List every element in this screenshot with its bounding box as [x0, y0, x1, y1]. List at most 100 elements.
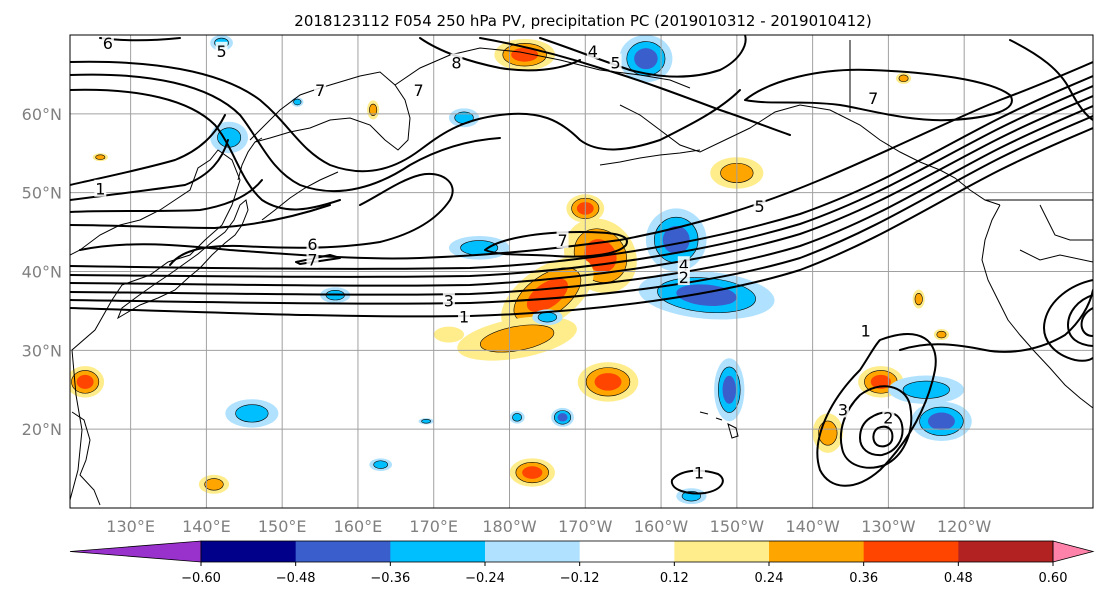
precip-pc-level	[634, 48, 658, 70]
colorbar-segment	[579, 541, 675, 562]
pv-contour-jet-2	[70, 115, 1093, 305]
contour-label-background	[306, 250, 319, 268]
colorbar-tick-label: −0.60	[181, 571, 221, 586]
precip-pc-level	[433, 326, 465, 343]
latitude-tick-labels: 20°N 30°N 40°N 50°N 60°N	[22, 105, 62, 439]
precip-pc-cell	[912, 289, 925, 309]
lat-lon-gridlines	[70, 35, 1093, 508]
precip-pc-level	[217, 127, 242, 148]
precip-pc-level	[722, 375, 737, 404]
pv-contour-label: 1	[95, 180, 105, 199]
contour-label-background	[836, 400, 849, 418]
colorbar-tick-label: 0.24	[755, 571, 784, 586]
precip-pc-cell	[92, 153, 108, 162]
contour-label-background	[867, 89, 880, 107]
precip-pc-level	[204, 478, 224, 491]
longitude-tick-label: 130°E	[106, 517, 155, 536]
precip-pc-level	[369, 103, 378, 117]
precip-pc-level	[76, 374, 94, 389]
pv-contour-east-cutoff-1	[1043, 279, 1093, 362]
precip-pc-level	[936, 330, 947, 339]
colorbar-segment	[674, 541, 770, 562]
pv-contour-small-tropical	[670, 469, 724, 495]
pv-contour-jet-7	[79, 61, 1093, 260]
pv-contour-label: 5	[611, 54, 621, 73]
pv-contour-cutoff-core	[872, 425, 894, 448]
latitude-tick-label: 30°N	[22, 341, 62, 360]
precip-pc-cell	[577, 362, 639, 402]
coastline-kamchatka	[249, 71, 411, 151]
pv-contour-label: 4	[588, 42, 598, 61]
precip-pc-cell	[367, 100, 380, 120]
contour-label-background	[753, 197, 766, 215]
contour-label-background	[442, 291, 455, 309]
pv-contour-east-cutoff-3	[1080, 307, 1093, 337]
coastline-philippines	[71, 411, 101, 506]
contour-label-background	[306, 234, 319, 252]
colorbar-tick-label: −0.48	[276, 571, 316, 586]
precip-pc-level	[95, 154, 106, 160]
pv-contour-label: 5	[216, 42, 226, 61]
precip-pc-cell	[911, 401, 972, 441]
longitude-tick-label: 170°E	[409, 517, 458, 536]
pv-contour-jet-4	[70, 95, 1093, 287]
precip-pc-cell	[895, 72, 912, 84]
longitude-tick-label: 140°W	[785, 517, 840, 536]
colorbar-frame	[200, 540, 1054, 563]
pv-contour-arctic-1	[479, 37, 791, 136]
precip-pc-cell	[225, 399, 279, 428]
pv-contour-label: 7	[557, 231, 567, 250]
precip-pc-level	[537, 312, 558, 323]
contour-label-background	[215, 41, 228, 59]
pv-contour-east-asia-loop	[169, 172, 454, 266]
pv-contour-label: 7	[868, 89, 878, 108]
precip-pc-level	[373, 460, 388, 469]
pv-contour-small-7	[295, 254, 341, 265]
coastline-chukotka	[394, 47, 691, 89]
contour-label-background	[859, 321, 872, 339]
precip-pc-level	[526, 278, 568, 312]
precip-pc-cell	[70, 366, 105, 398]
colorbar-tick-label: −0.12	[560, 571, 600, 586]
longitude-tick-label: 150°E	[258, 517, 307, 536]
colorbar-segment	[769, 541, 865, 562]
latitude-tick-label: 20°N	[22, 420, 62, 439]
figure-title: 2018123112 F054 250 hPa PV, precipitatio…	[294, 12, 871, 30]
colorbar-segment	[958, 541, 1054, 562]
pv-contour-subtropical-1	[899, 289, 1093, 353]
pv-contour-north-2	[70, 73, 501, 193]
pv-contour-arctic-2	[539, 35, 747, 78]
precip-pc-level	[557, 413, 568, 422]
colorbar-tick-label: 0.36	[849, 571, 878, 586]
longitude-tick-label: 140°E	[182, 517, 231, 536]
colorbar: −0.60 −0.48 −0.36 −0.24 −0.12 0.12 0.24 0.36 0.4…	[69, 540, 1095, 586]
precip-pc-level	[511, 47, 539, 62]
pv-contour-cutoff-outer	[816, 333, 937, 487]
pv-contour-gulf-alaska	[744, 68, 1013, 122]
colorbar-tick-label: 0.60	[1039, 571, 1068, 586]
precip-pc-cell	[418, 418, 434, 425]
pv-contour-label: 1	[694, 464, 704, 483]
pv-contour-label: 3	[838, 400, 848, 419]
longitude-tick-label: 160°E	[334, 517, 383, 536]
precip-pc-cell	[369, 458, 393, 471]
colorbar-tick-label: 0.12	[660, 571, 689, 586]
pv-contour-label: 7	[413, 81, 423, 100]
contour-label-background	[101, 35, 114, 51]
precip-pc-level	[235, 404, 269, 423]
longitude-tick-label: 130°W	[861, 517, 916, 536]
coastline-alaska	[619, 104, 1001, 206]
pv-contour-central-7	[484, 231, 628, 258]
precip-pc-level	[898, 74, 909, 83]
colorbar-extend-high	[1052, 540, 1095, 563]
precip-pc-cell	[509, 411, 525, 424]
pv-contours	[70, 35, 1093, 495]
longitude-tick-labels: 130°E 140°E 150°E 160°E 170°E 180°W 170°W 160°W…	[106, 517, 991, 536]
pv-contour-label: 2	[883, 408, 893, 427]
pv-contour-label: 6	[103, 34, 113, 53]
precip-pc-cell	[714, 358, 745, 422]
contour-label-background	[609, 53, 622, 71]
precip-pc-level	[293, 98, 302, 106]
pv-contour-north-7	[70, 204, 331, 229]
